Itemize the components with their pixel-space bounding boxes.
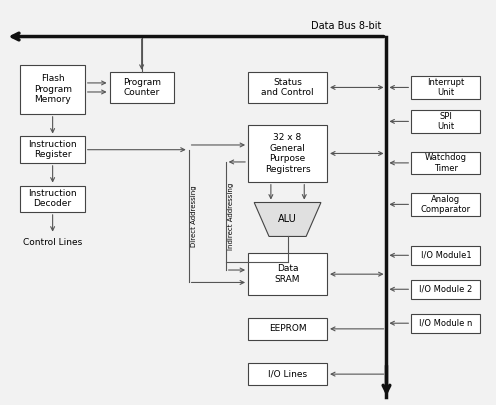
Text: Data
SRAM: Data SRAM <box>275 264 300 284</box>
FancyBboxPatch shape <box>248 318 327 340</box>
FancyBboxPatch shape <box>248 363 327 386</box>
FancyBboxPatch shape <box>20 136 85 163</box>
Text: I/O Module n: I/O Module n <box>419 319 473 328</box>
Text: I/O Module 2: I/O Module 2 <box>419 285 473 294</box>
FancyBboxPatch shape <box>411 110 481 133</box>
Text: Instruction
Register: Instruction Register <box>28 140 77 160</box>
Text: 32 x 8
General
Purpose
Registrers: 32 x 8 General Purpose Registrers <box>265 133 310 174</box>
Text: Indirect Addressing: Indirect Addressing <box>228 182 234 249</box>
Text: EEPROM: EEPROM <box>269 324 307 333</box>
FancyBboxPatch shape <box>411 193 481 216</box>
FancyBboxPatch shape <box>20 65 85 114</box>
Text: Flash
Program
Memory: Flash Program Memory <box>34 75 71 104</box>
Text: Instruction
Decoder: Instruction Decoder <box>28 189 77 209</box>
FancyBboxPatch shape <box>248 254 327 295</box>
FancyBboxPatch shape <box>411 280 481 299</box>
Text: Control Lines: Control Lines <box>23 238 82 247</box>
FancyBboxPatch shape <box>411 246 481 265</box>
Text: SPI
Unit: SPI Unit <box>437 112 454 131</box>
Text: ALU: ALU <box>278 215 297 224</box>
FancyBboxPatch shape <box>411 151 481 174</box>
FancyBboxPatch shape <box>411 314 481 333</box>
Text: Watchdog
Timer: Watchdog Timer <box>425 153 467 173</box>
Text: I/O Lines: I/O Lines <box>268 370 307 379</box>
FancyBboxPatch shape <box>20 185 85 212</box>
Text: Program
Counter: Program Counter <box>123 78 161 97</box>
Text: Status
and Control: Status and Control <box>261 78 314 97</box>
FancyBboxPatch shape <box>411 76 481 99</box>
FancyBboxPatch shape <box>248 72 327 102</box>
Text: Interrupt
Unit: Interrupt Unit <box>427 78 464 97</box>
FancyBboxPatch shape <box>110 72 174 102</box>
Text: Data Bus 8-bit: Data Bus 8-bit <box>311 21 381 31</box>
Text: I/O Module1: I/O Module1 <box>421 251 471 260</box>
FancyBboxPatch shape <box>248 125 327 182</box>
Polygon shape <box>254 202 321 237</box>
Text: Direct Addressing: Direct Addressing <box>191 185 197 247</box>
Text: Analog
Comparator: Analog Comparator <box>421 195 471 214</box>
